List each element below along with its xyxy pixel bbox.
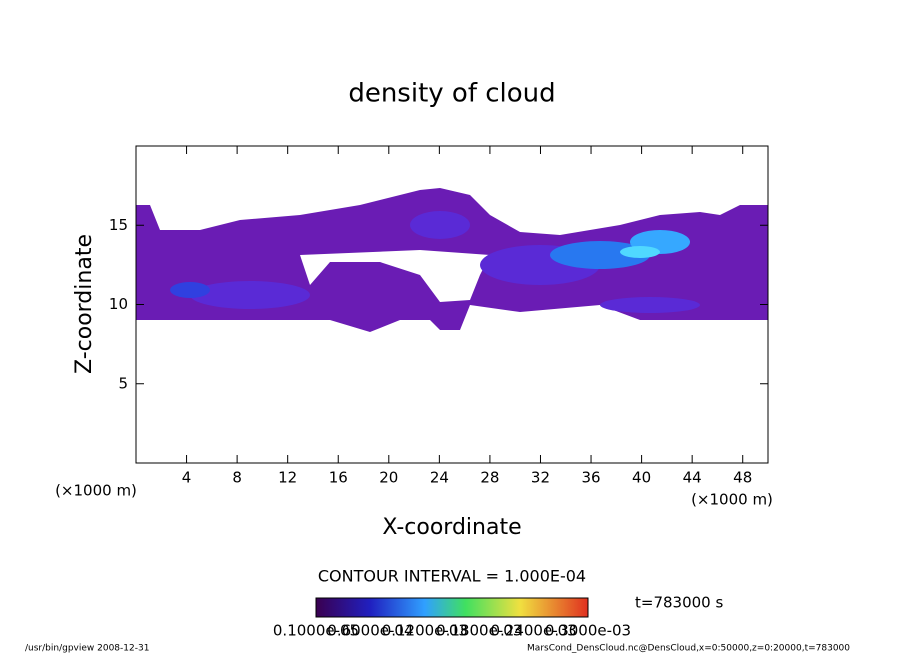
x-tick-label: 28 <box>480 469 499 487</box>
y-tick-label: 15 <box>109 216 128 234</box>
x-unit: (×1000 m) <box>691 491 773 509</box>
colorbar-label: 0.1000e-05 <box>273 622 359 640</box>
x-tick-label: 4 <box>182 469 192 487</box>
contour-interval: CONTOUR INTERVAL = 1.000E-04 <box>318 567 586 586</box>
x-unit: (×1000 m) <box>55 482 137 500</box>
x-tick-label: 24 <box>430 469 449 487</box>
x-tick-label: 12 <box>278 469 297 487</box>
x-tick-label: 40 <box>632 469 651 487</box>
time-label: t=783000 s <box>635 594 723 612</box>
chart-title: density of cloud <box>348 79 555 109</box>
x-tick-label: 32 <box>531 469 550 487</box>
y-tick-label: 5 <box>118 374 128 392</box>
footer: MarsCond_DensCloud.nc@DensCloud,x=0:5000… <box>527 644 850 654</box>
colorbar <box>315 597 589 618</box>
x-tick-label: 48 <box>733 469 752 487</box>
x-tick-label: 8 <box>232 469 242 487</box>
colorbar-label: 0.1800e-03 <box>436 622 522 640</box>
x-tick-label: 36 <box>581 469 600 487</box>
x-tick-label: 44 <box>683 469 702 487</box>
x-tick-label: 20 <box>379 469 398 487</box>
x-axis-label: X-coordinate <box>382 515 521 540</box>
x-tick-label: 16 <box>329 469 348 487</box>
footer: /usr/bin/gpview 2008-12-31 <box>25 644 149 654</box>
cloud-field <box>136 188 768 332</box>
colorbar-label: 0.2400e-03 <box>490 622 576 640</box>
colorbar-label: 0.1200e-03 <box>382 622 468 640</box>
y-axis-label: Z-coordinate <box>72 234 97 374</box>
colorbar-label: 0.6000e-04 <box>327 622 413 640</box>
y-tick-label: 10 <box>109 295 128 313</box>
colorbar-label: 0.3000e-03 <box>545 622 631 640</box>
